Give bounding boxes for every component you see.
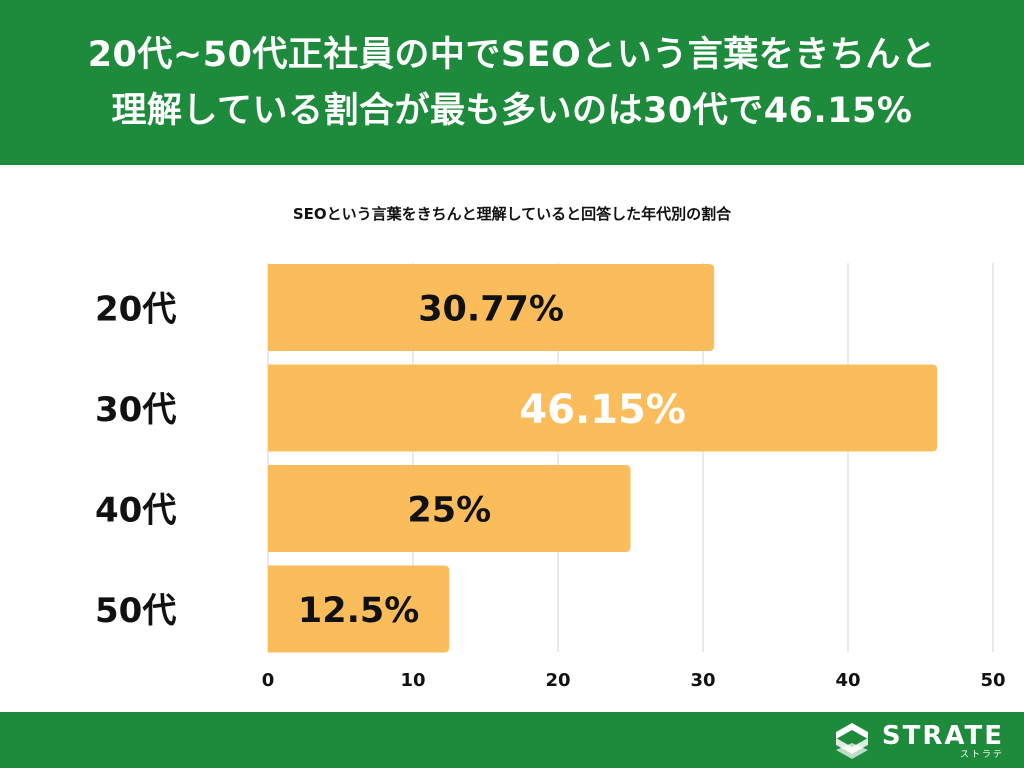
footer-bar: STRATE ストラテ bbox=[0, 712, 1024, 768]
data-label: 46.15% bbox=[519, 387, 686, 433]
data-label: 12.5% bbox=[298, 591, 419, 631]
logo-katakana: ストラテ bbox=[959, 750, 1004, 760]
headline-line-2: 理解している割合が最も多いのは30代で46.15% bbox=[111, 90, 913, 131]
x-tick-label: 0 bbox=[262, 670, 275, 691]
strate-logo-icon bbox=[835, 723, 868, 759]
strate-logo: STRATE ストラテ bbox=[832, 721, 1004, 761]
bar-0 bbox=[268, 264, 715, 351]
x-tick-label: 20 bbox=[545, 670, 570, 691]
x-tick-label: 10 bbox=[400, 670, 425, 691]
bar-1 bbox=[268, 364, 938, 452]
data-label: 30.77% bbox=[418, 290, 564, 330]
logo-wordmark: STRATE bbox=[881, 721, 1004, 751]
data-label: 25% bbox=[407, 491, 491, 531]
x-tick-label: 40 bbox=[835, 670, 860, 691]
headline-line-1: 20代~50代正社員の中でSEOという言葉をきちんと bbox=[87, 34, 937, 75]
x-tick-label: 30 bbox=[690, 670, 715, 691]
header-banner: 20代~50代正社員の中でSEOという言葉をきちんと 理解している割合が最も多い… bbox=[0, 0, 1024, 165]
category-label: 40代 bbox=[95, 491, 176, 531]
category-label: 30代 bbox=[95, 390, 176, 430]
bar-2 bbox=[268, 465, 631, 552]
x-tick-label: 50 bbox=[980, 670, 1005, 691]
category-label: 20代 bbox=[95, 290, 176, 330]
category-label: 50代 bbox=[95, 591, 176, 631]
chart-title: SEOという言葉をきちんと理解していると回答した年代別の割合 bbox=[292, 205, 732, 223]
bar-3 bbox=[268, 565, 450, 653]
